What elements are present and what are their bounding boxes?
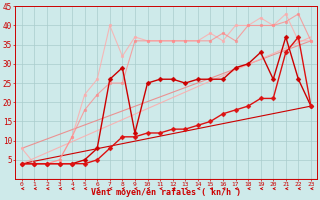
X-axis label: Vent moyen/en rafales ( kn/h ): Vent moyen/en rafales ( kn/h ) bbox=[92, 188, 241, 197]
